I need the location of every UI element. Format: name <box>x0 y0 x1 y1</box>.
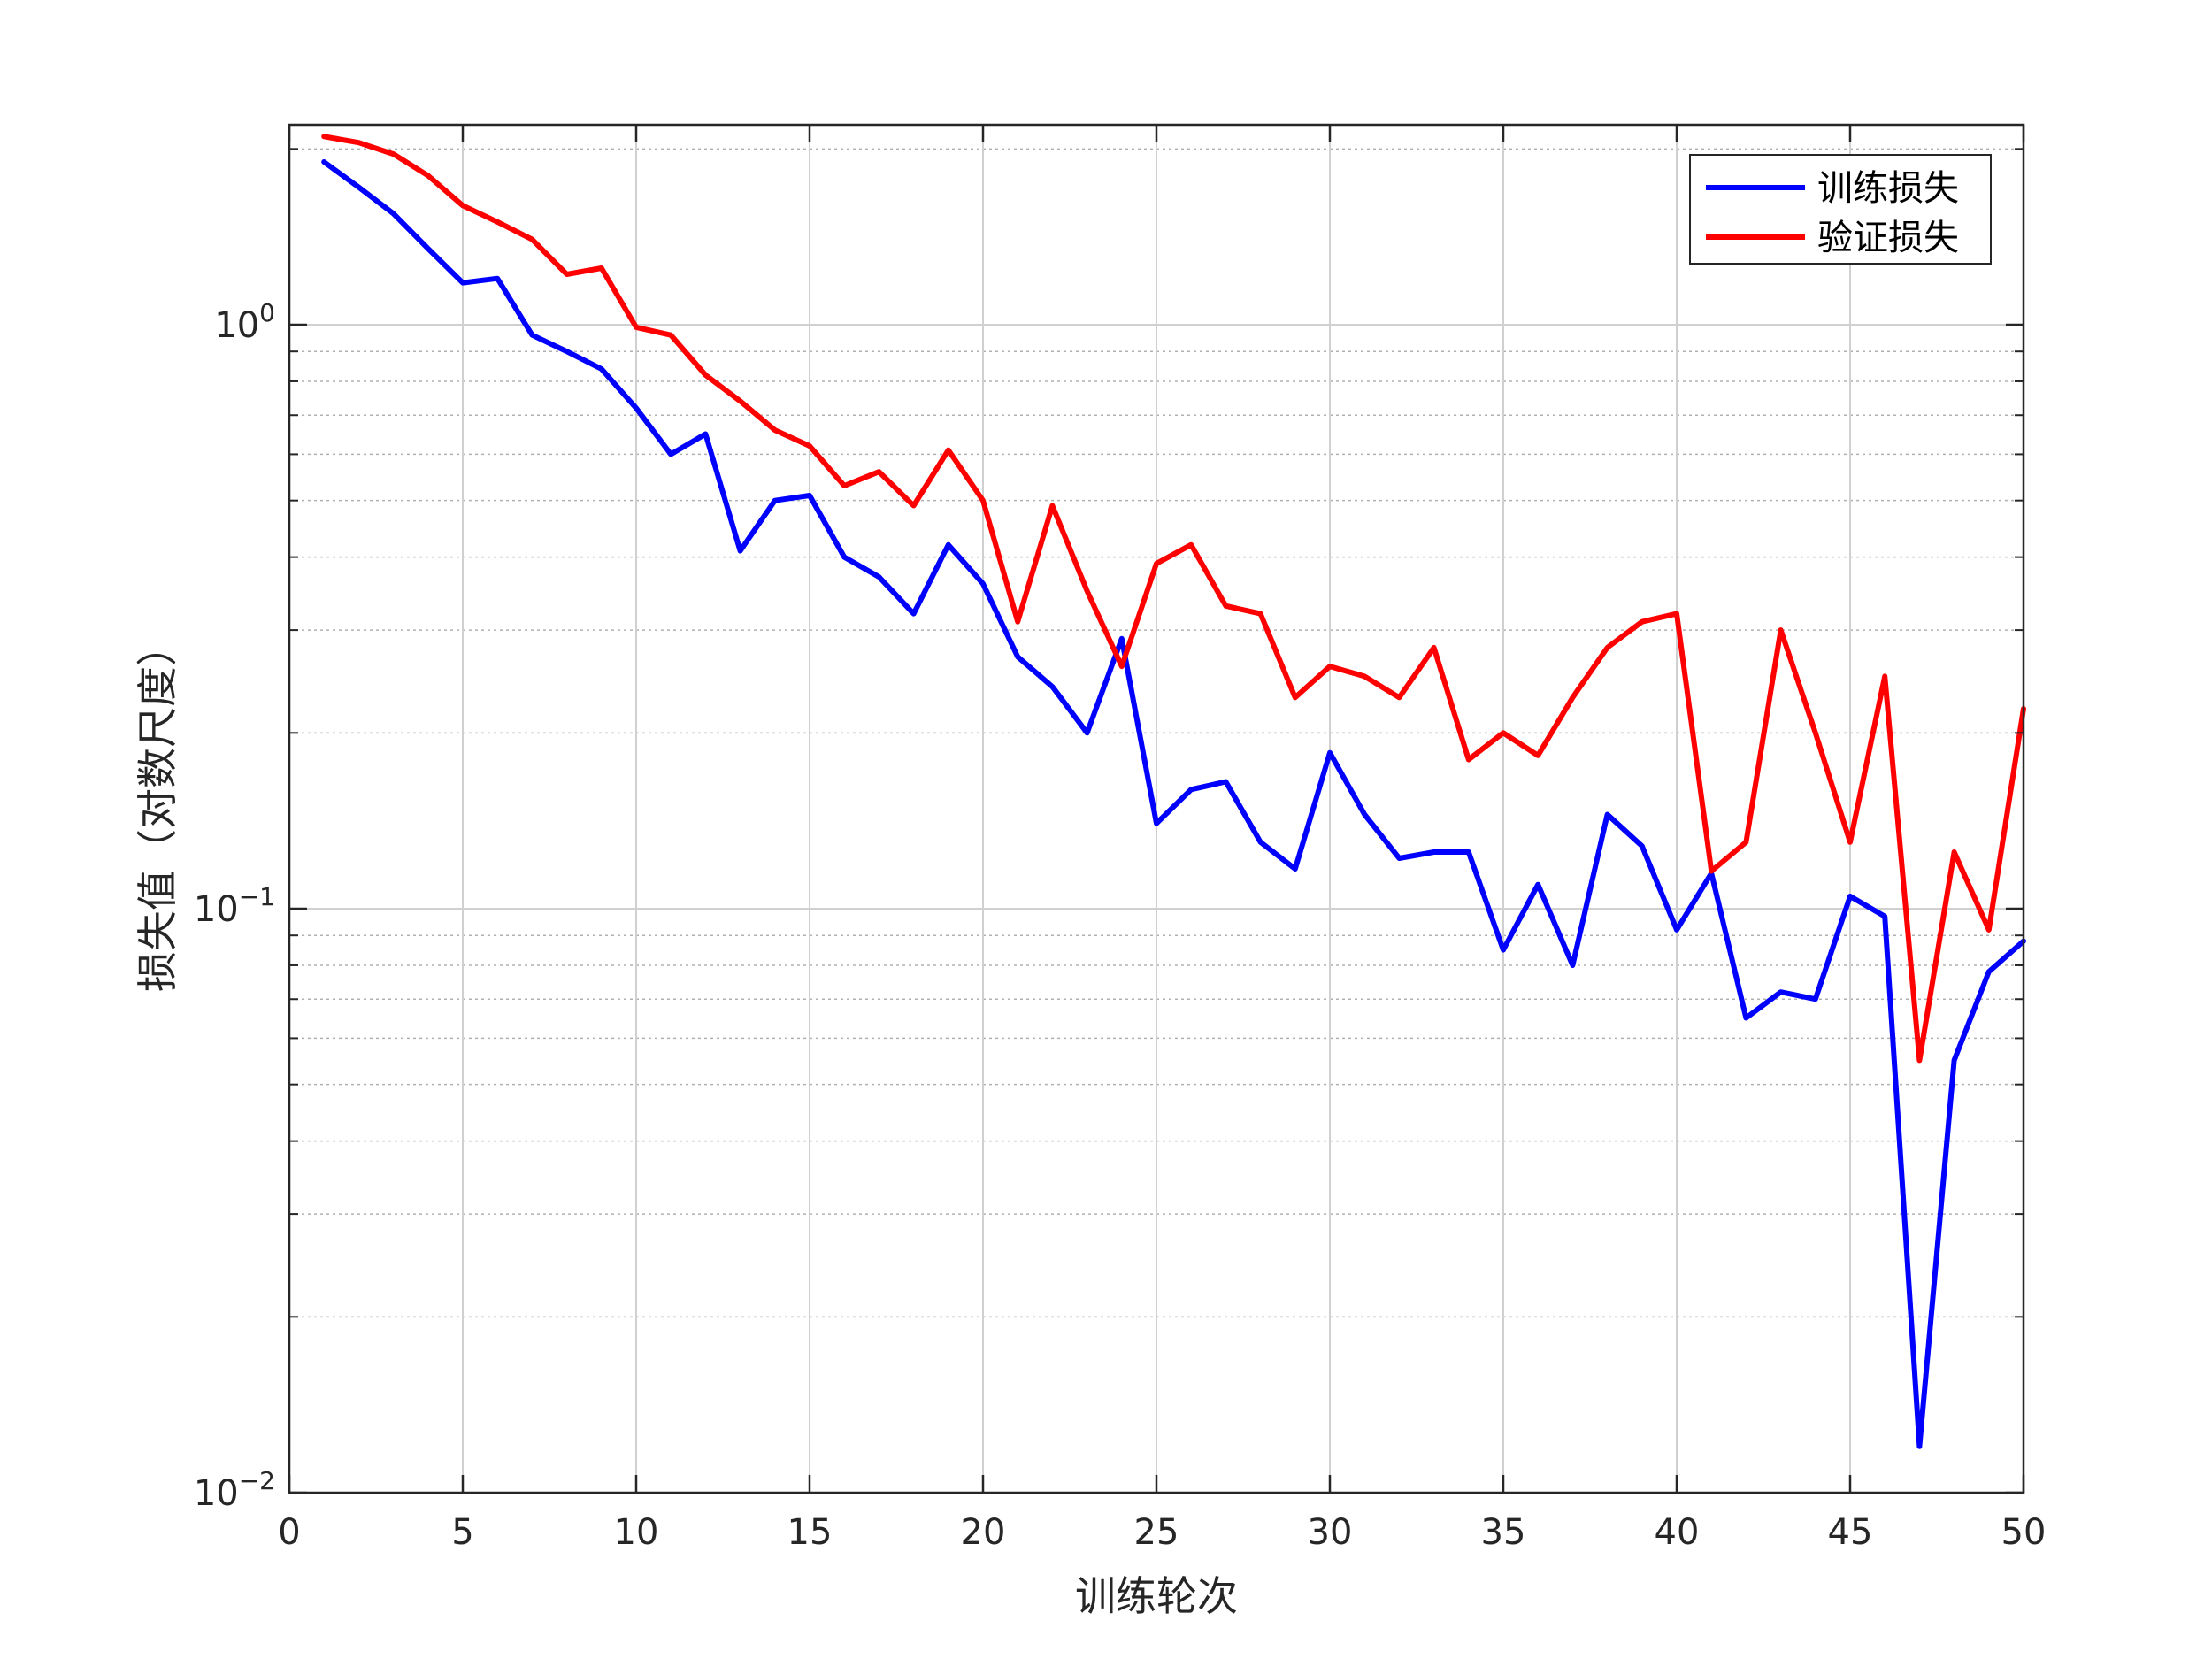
x-tick-label: 45 <box>1828 1512 1873 1553</box>
x-tick-label: 10 <box>614 1512 659 1553</box>
y-axis-label: 损失值（对数尺度） <box>134 626 181 992</box>
x-tick-label: 40 <box>1655 1512 1700 1553</box>
series-line-1 <box>321 159 2026 1449</box>
series-line-2 <box>321 134 2026 1064</box>
x-tick-label: 25 <box>1134 1512 1179 1553</box>
x-axis-label: 训练轮次 <box>1075 1572 1238 1620</box>
legend-box <box>1689 154 1992 265</box>
x-tick-label: 50 <box>2001 1512 2047 1553</box>
y-tick-base: 10 <box>194 1473 239 1514</box>
x-tick-label: 30 <box>1308 1512 1353 1553</box>
y-tick-exponent: −2 <box>239 1466 275 1495</box>
series-lines <box>321 134 2026 1449</box>
legend-label-1: 训练损失 <box>1817 168 1959 209</box>
y-tick-label: 10−2 <box>194 1466 275 1514</box>
x-tick-label: 20 <box>961 1512 1006 1553</box>
y-tick-base: 10 <box>194 889 239 930</box>
y-tick-label: 10−1 <box>194 882 275 930</box>
y-tick-label: 100 <box>214 298 275 346</box>
legend-label-2: 验证损失 <box>1817 218 1959 258</box>
y-tick-base: 10 <box>214 305 259 346</box>
y-tick-exponent: −1 <box>239 882 275 911</box>
x-tick-label: 15 <box>787 1512 833 1553</box>
x-tick-label: 0 <box>278 1512 300 1553</box>
grid <box>288 125 2024 1494</box>
x-tick-label: 5 <box>451 1512 473 1553</box>
x-tick-label: 35 <box>1481 1512 1526 1553</box>
y-tick-exponent: 0 <box>259 298 275 327</box>
